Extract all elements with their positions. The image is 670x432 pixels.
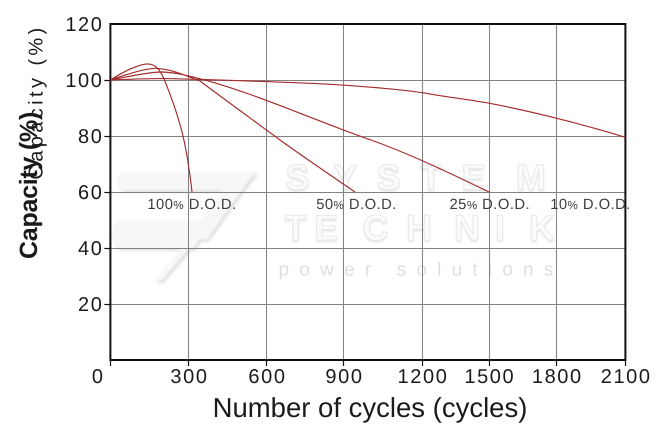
svg-text:100: 100 — [65, 70, 103, 92]
svg-text:40: 40 — [78, 238, 103, 260]
svg-text:120: 120 — [65, 14, 103, 36]
svg-text:600: 600 — [248, 366, 286, 388]
svg-text:power solutions: power solutions — [278, 260, 563, 281]
svg-text:1500: 1500 — [464, 366, 515, 388]
svg-text:10% D.O.D.: 10% D.O.D. — [550, 197, 631, 213]
svg-text:100% D.O.D.: 100% D.O.D. — [147, 197, 236, 213]
svg-text:2100: 2100 — [601, 366, 652, 388]
svg-text:0: 0 — [92, 366, 105, 388]
svg-text:80: 80 — [78, 126, 103, 148]
svg-text:60: 60 — [78, 182, 103, 204]
svg-text:25% D.O.D.: 25% D.O.D. — [449, 197, 530, 213]
svg-text:Number of cycles (cycles): Number of cycles (cycles) — [213, 392, 528, 423]
svg-text:300: 300 — [170, 366, 208, 388]
svg-text:20: 20 — [78, 294, 103, 316]
svg-text:900: 900 — [325, 366, 363, 388]
svg-text:50% D.O.D.: 50% D.O.D. — [316, 197, 397, 213]
svg-text:Capacity (%): Capacity (%) — [26, 24, 48, 179]
svg-text:Capacity (%): Capacity (%) — [15, 112, 43, 259]
svg-text:1800: 1800 — [532, 366, 583, 388]
svg-text:1200: 1200 — [398, 366, 449, 388]
